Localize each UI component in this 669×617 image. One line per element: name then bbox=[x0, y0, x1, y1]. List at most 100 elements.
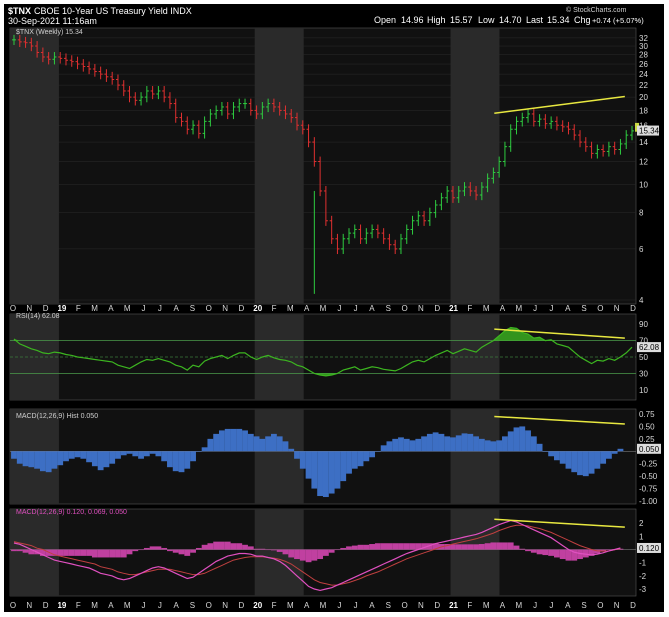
macd-line-legend: MACD(12,26,9) 0.120, 0.069, 0.050 bbox=[16, 509, 127, 516]
hist-bar bbox=[386, 441, 393, 452]
y-tick-label: 10 bbox=[639, 180, 648, 189]
x-tick-label: D bbox=[630, 304, 636, 313]
macd-hist-bar bbox=[143, 547, 150, 550]
macd-hist-bar bbox=[322, 549, 329, 556]
chg-value: +0.74 (+5.07%) bbox=[592, 16, 644, 25]
y-tick-label: 50 bbox=[639, 353, 648, 362]
x-tick-label: D bbox=[630, 601, 636, 610]
hist-bar bbox=[392, 438, 399, 452]
hist-bar bbox=[63, 451, 69, 462]
macd-hist-bar bbox=[600, 549, 607, 552]
x-tick-label: A bbox=[173, 601, 179, 610]
macd-hist-bar bbox=[167, 549, 173, 552]
hist-bar bbox=[132, 451, 139, 457]
x-tick-label: O bbox=[10, 601, 16, 610]
macd-hist-bar bbox=[444, 544, 451, 550]
macd-hist-bar bbox=[91, 549, 98, 558]
x-tick-label: N bbox=[614, 304, 620, 313]
hist-bar bbox=[207, 438, 214, 452]
macd-hist-bar bbox=[224, 541, 231, 550]
symbol-label: $TNX bbox=[8, 6, 31, 16]
macd-hist-bar bbox=[178, 549, 185, 555]
hist-bar bbox=[311, 451, 318, 489]
x-tick-label: A bbox=[369, 601, 375, 610]
x-tick-label: A bbox=[369, 304, 375, 313]
x-tick-label: J bbox=[354, 304, 358, 313]
x-tick-label: S bbox=[190, 304, 195, 313]
hist-bar bbox=[45, 451, 52, 473]
macd-line bbox=[13, 519, 621, 592]
x-tick-label: M bbox=[320, 601, 327, 610]
hist-bar bbox=[577, 451, 583, 476]
macd-hist-bar bbox=[276, 549, 283, 552]
hist-bar bbox=[334, 451, 341, 489]
macd-hist-bar bbox=[282, 549, 289, 555]
y-tick-label: -2 bbox=[639, 572, 647, 581]
x-tick-label: A bbox=[173, 304, 179, 313]
price-last-value: 15.34 bbox=[639, 127, 660, 136]
hist-bar bbox=[444, 436, 451, 452]
x-tick-label: O bbox=[206, 304, 212, 313]
x-tick-label: A bbox=[500, 304, 506, 313]
hist-bar bbox=[11, 451, 17, 459]
macd-hist-bar bbox=[270, 549, 277, 551]
macd-hist-bar bbox=[392, 543, 399, 550]
y-tick-label: 10 bbox=[639, 386, 648, 395]
hist-bar bbox=[363, 451, 370, 462]
macd-hist-bar bbox=[126, 549, 133, 555]
x-tick-label: M bbox=[320, 304, 327, 313]
hist-bar bbox=[224, 428, 231, 452]
x-tick-label: D bbox=[43, 304, 49, 313]
x-tick-label: A bbox=[108, 601, 114, 610]
open-value: 14.96 bbox=[401, 15, 424, 25]
hist-bar bbox=[242, 430, 248, 452]
y-tick-label: 6 bbox=[639, 245, 644, 254]
macd-hist-bar bbox=[213, 541, 220, 550]
macd-hist-bar bbox=[265, 549, 272, 551]
hist-bar bbox=[548, 451, 555, 457]
hist-bar bbox=[450, 437, 456, 452]
macd-hist-bar bbox=[63, 549, 69, 556]
macd-hist-bar bbox=[455, 544, 462, 550]
hist-bar bbox=[571, 451, 578, 473]
hist-bar bbox=[328, 451, 335, 494]
hist-bar bbox=[461, 433, 468, 452]
hist-bar bbox=[374, 451, 381, 452]
macd-hist-bar bbox=[363, 544, 370, 550]
high-label: High bbox=[427, 15, 446, 25]
y-tick-label: 12 bbox=[639, 158, 648, 167]
macd-hist-bar bbox=[461, 544, 468, 550]
hist-bar bbox=[519, 426, 526, 452]
macd-hist-bar bbox=[39, 549, 46, 556]
y-tick-label: 14 bbox=[639, 138, 648, 147]
open-label: Open bbox=[374, 15, 396, 25]
x-tick-label: J bbox=[142, 601, 146, 610]
hist-bar bbox=[455, 435, 462, 452]
x-tick-label: A bbox=[565, 304, 571, 313]
hist-last-tag bbox=[637, 443, 661, 454]
hist-bar bbox=[484, 440, 491, 452]
hist-bar bbox=[438, 433, 445, 452]
hist-bar bbox=[478, 438, 485, 452]
y-tick-label: 26 bbox=[639, 60, 648, 69]
x-tick-label: N bbox=[26, 601, 32, 610]
hist-bar bbox=[611, 451, 618, 454]
hist-bar bbox=[294, 451, 300, 459]
macd-hist-bar bbox=[311, 549, 318, 561]
macd-hist-bar bbox=[328, 549, 335, 553]
y-tick-label: 1 bbox=[639, 532, 644, 541]
x-tick-label: M bbox=[124, 304, 131, 313]
hist-bar bbox=[340, 451, 347, 482]
x-tick-label: M bbox=[91, 304, 98, 313]
macd-hist-bar bbox=[161, 547, 168, 550]
x-tick-label: A bbox=[304, 601, 310, 610]
macd-hist-bar bbox=[340, 547, 347, 550]
hist-bar bbox=[80, 451, 87, 459]
rsi-last-tag bbox=[637, 342, 661, 353]
macd-trendline bbox=[494, 518, 625, 528]
hist-bar bbox=[351, 451, 358, 469]
y-tick-label: -1.00 bbox=[639, 497, 658, 506]
x-tick-label: 19 bbox=[57, 304, 66, 313]
hist-bar bbox=[149, 451, 156, 454]
hist-bar bbox=[403, 438, 410, 452]
